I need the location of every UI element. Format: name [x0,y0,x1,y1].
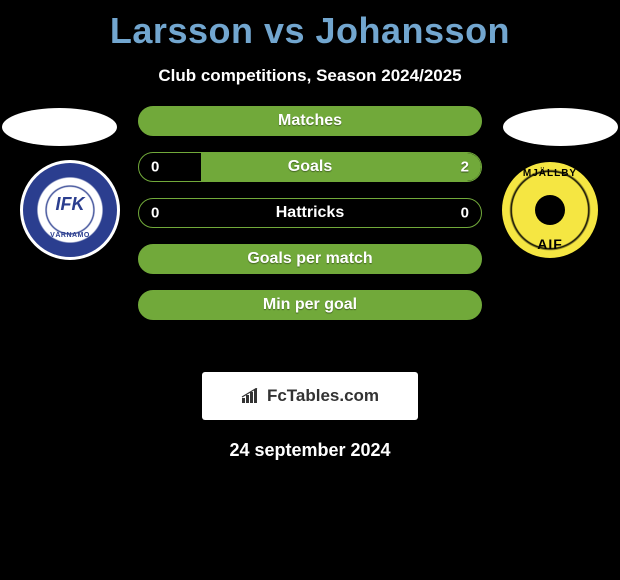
stat-fill-right [201,153,481,181]
left-club-crest: IFK VÄRNAMO [20,160,120,260]
left-crest-subtext: VÄRNAMO [50,232,90,239]
right-crest-bot: AIF [537,236,563,252]
left-crest-text: IFK [56,194,85,215]
left-oval-bg [2,108,117,146]
stat-row-mpg: Min per goal [138,290,482,320]
page-title: Larsson vs Johansson [0,0,620,52]
right-crest-top: MJÄLLBY [523,168,577,179]
comparison-area: IFK VÄRNAMO MJÄLLBY AIF Matches 0 Goals … [0,106,620,366]
stat-row-gpm: Goals per match [138,244,482,274]
subtitle: Club competitions, Season 2024/2025 [0,66,620,86]
stat-right-value: 2 [461,159,469,176]
right-crest-ball-icon [535,195,565,225]
stat-row-matches: Matches [138,106,482,136]
stat-bars: Matches 0 Goals 2 0 Hattricks 0 Goals pe… [138,106,482,336]
stat-label: Hattricks [276,204,344,222]
watermark-box: FcTables.com [202,372,418,420]
bar-chart-icon [241,388,263,404]
stat-right-value: 0 [461,205,469,222]
stat-left-value: 0 [151,205,159,222]
stat-left-value: 0 [151,159,159,176]
stat-row-goals: 0 Goals 2 [138,152,482,182]
right-club-crest: MJÄLLBY AIF [500,160,600,260]
stat-label: Matches [278,112,342,130]
watermark-text: FcTables.com [267,386,379,406]
stat-label: Goals [288,158,332,176]
date-text: 24 september 2024 [0,440,620,461]
stat-label: Goals per match [247,250,372,268]
stat-label: Min per goal [263,296,357,314]
stat-row-hattricks: 0 Hattricks 0 [138,198,482,228]
right-oval-bg [503,108,618,146]
